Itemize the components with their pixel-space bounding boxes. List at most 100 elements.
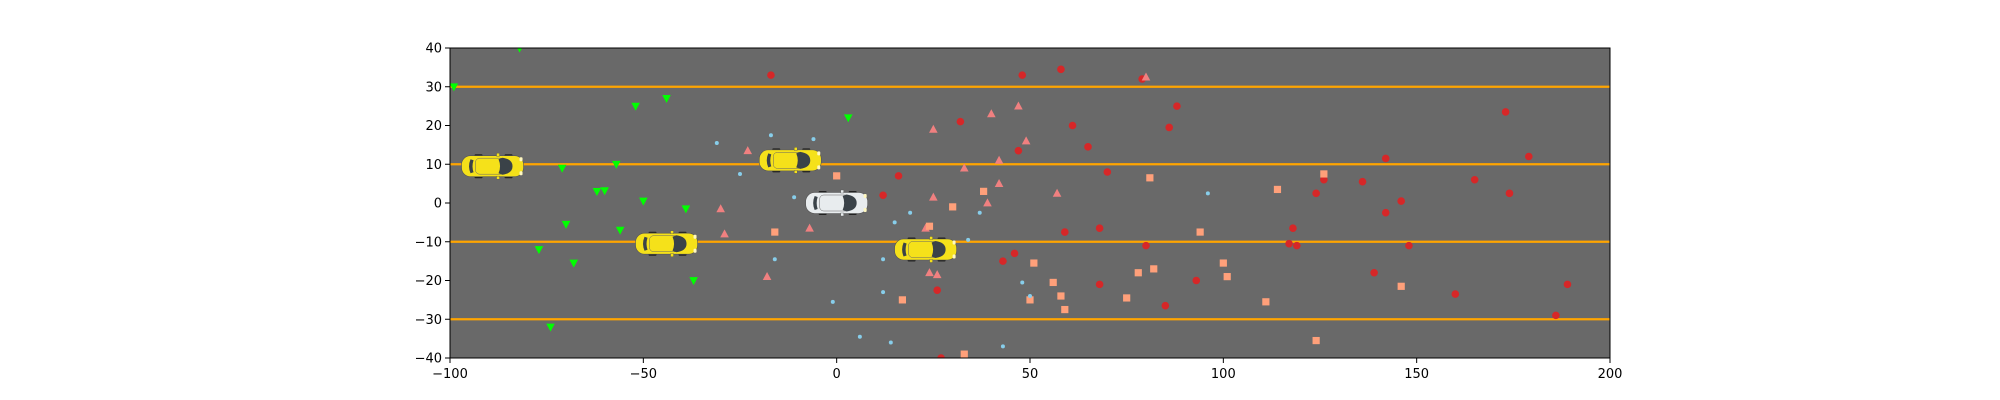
data-point-circle — [767, 71, 775, 79]
car-headlight — [693, 234, 697, 239]
data-point-triangle-up — [762, 272, 772, 281]
y-tick-label: 40 — [425, 42, 442, 57]
car-1 — [461, 152, 524, 180]
scatter-markers — [450, 48, 1572, 358]
data-point-circle — [1312, 189, 1320, 198]
data-point-square — [1196, 228, 1204, 236]
car-headlight — [817, 165, 821, 170]
data-point-triangle-up — [983, 198, 992, 207]
data-point-circle — [1014, 146, 1023, 155]
data-point-circle — [1010, 249, 1019, 258]
car-mirror — [840, 189, 844, 194]
data-point-circle — [1095, 280, 1104, 289]
data-point-triangle-down — [517, 48, 523, 53]
data-point-small-circle — [881, 257, 886, 262]
data-point-triangle-up — [743, 146, 753, 155]
car-windshield — [931, 241, 946, 258]
data-point-small-circle — [792, 195, 797, 200]
data-point-small-circle — [908, 210, 913, 215]
data-point-circle — [1381, 208, 1390, 217]
data-point-circle — [1165, 123, 1173, 132]
data-point-triangle-up — [932, 270, 942, 279]
data-point-triangle-down — [557, 164, 567, 173]
data-point-square — [1397, 282, 1405, 290]
data-point-triangle-up — [1014, 101, 1023, 110]
data-point-circle — [1563, 280, 1572, 289]
data-point-triangle-down — [662, 94, 671, 103]
car-mirror — [929, 259, 933, 263]
data-point-triangle-down — [681, 205, 691, 214]
data-point-circle — [956, 117, 965, 126]
car-windshield — [842, 194, 857, 212]
data-point-square — [1223, 273, 1231, 281]
data-point-circle — [1470, 175, 1479, 184]
car-headlight — [519, 157, 523, 162]
data-point-circle — [1552, 311, 1560, 320]
data-point-triangle-up — [959, 163, 969, 172]
x-tick-label: 200 — [1598, 367, 1623, 382]
data-point-circle — [1370, 268, 1378, 277]
data-point-square — [771, 228, 779, 236]
data-point-square — [949, 203, 957, 211]
data-point-triangle-up — [720, 229, 729, 238]
data-point-small-circle — [738, 171, 742, 176]
data-point-small-circle — [1000, 344, 1005, 349]
data-point-triangle-down — [611, 160, 621, 169]
car-mirror — [670, 230, 674, 234]
car-headlight — [952, 254, 956, 259]
data-point-triangle-down — [631, 102, 640, 111]
data-point-square — [960, 350, 968, 358]
data-point-square — [1134, 269, 1142, 277]
data-point-square — [1123, 294, 1131, 302]
data-point-triangle-down — [600, 187, 609, 196]
car-4 — [894, 236, 957, 263]
car-2 — [758, 147, 822, 174]
data-point-small-circle — [857, 334, 862, 339]
y-tick-label: 10 — [425, 158, 442, 173]
data-point-circle — [1358, 177, 1367, 186]
data-point-circle — [1057, 65, 1065, 74]
y-tick-label: 30 — [425, 80, 442, 95]
data-point-circle — [1405, 241, 1413, 250]
x-tick-label: 150 — [1404, 367, 1429, 382]
data-point-small-circle — [1205, 191, 1210, 196]
data-point-square — [1146, 174, 1154, 182]
x-tick-label: 100 — [1211, 367, 1236, 382]
data-point-small-circle — [768, 133, 773, 138]
car-mirror — [794, 170, 798, 174]
data-point-small-circle — [892, 220, 897, 225]
data-point-square — [1057, 292, 1065, 300]
data-point-square — [1320, 170, 1328, 178]
car-windshield — [796, 151, 811, 169]
data-point-triangle-down — [615, 226, 625, 235]
y-tick-label: 0 — [434, 197, 442, 212]
x-tick-label: 50 — [1022, 367, 1039, 382]
data-point-small-circle — [1020, 280, 1025, 285]
data-point-circle — [1061, 228, 1069, 236]
data-point-triangle-up — [1021, 136, 1031, 145]
data-point-triangle-up — [994, 155, 1004, 164]
data-point-circle — [879, 191, 887, 200]
x-axis: −100 −50 0 50 100 150 200 — [432, 358, 1622, 382]
y-tick-label: 20 — [425, 119, 442, 134]
data-point-triangle-up — [994, 179, 1004, 188]
car-windshield — [498, 157, 513, 175]
data-point-circle — [1293, 241, 1301, 250]
data-point-triangle-down — [689, 277, 698, 286]
y-tick-label: −10 — [415, 235, 442, 250]
car-rear-window — [813, 196, 818, 210]
car-mirror — [794, 147, 798, 151]
data-point-small-circle — [888, 340, 893, 345]
data-point-square — [1030, 259, 1038, 267]
data-point-square — [1262, 298, 1270, 306]
data-point-circle — [1289, 224, 1297, 232]
data-point-circle — [1192, 276, 1201, 285]
car-rear-window — [902, 242, 907, 257]
vehicles — [461, 147, 957, 263]
data-point-circle — [894, 172, 903, 180]
car-headlight — [519, 171, 523, 176]
data-point-square — [980, 187, 988, 195]
data-point-circle — [1018, 71, 1027, 79]
data-point-circle — [1320, 175, 1328, 184]
